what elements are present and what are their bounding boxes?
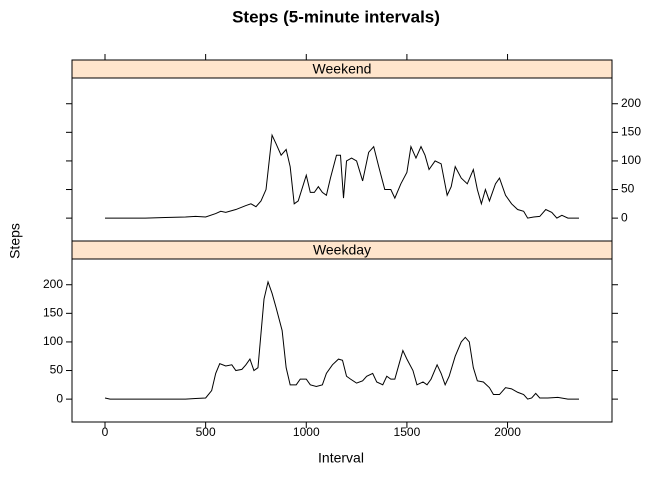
series-line: [104, 280, 579, 400]
y-tick-label: 0: [621, 210, 628, 224]
panel-frame: [71, 258, 613, 423]
y-tick-label: 50: [50, 363, 64, 377]
y-tick-label: 200: [621, 96, 641, 110]
x-tick-label: 500: [196, 425, 216, 439]
x-tick-label: 1000: [293, 425, 320, 439]
y-tick-label: 200: [43, 277, 63, 291]
x-axis-label: Interval: [318, 450, 364, 466]
x-tick-label: 2000: [494, 425, 521, 439]
y-tick-label: 100: [621, 153, 641, 167]
y-tick-label: 150: [621, 125, 641, 139]
y-tick-label: 100: [43, 334, 63, 348]
x-tick-label: 0: [102, 425, 109, 439]
y-axis-label: Steps: [7, 223, 23, 259]
strip-label: Weekday: [313, 242, 371, 258]
series-line: [105, 133, 579, 219]
strip-label: Weekend: [313, 61, 372, 77]
chart-title: Steps (5-minute intervals): [232, 7, 440, 26]
x-tick-label: 1500: [394, 425, 421, 439]
panel-frame: [71, 77, 613, 242]
y-tick-label: 0: [56, 391, 63, 405]
y-tick-label: 50: [621, 182, 635, 196]
y-tick-label: 150: [43, 306, 63, 320]
